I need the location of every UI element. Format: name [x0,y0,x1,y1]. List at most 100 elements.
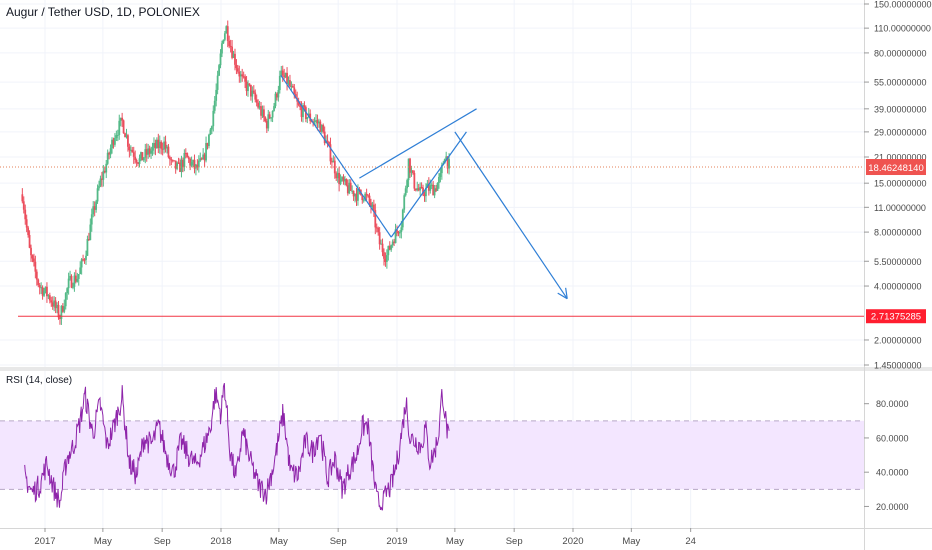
candle-body [206,142,209,147]
candle-body [241,74,244,77]
time-tick-label: May [446,536,464,547]
candle-body [436,182,439,191]
candle-body [37,279,40,286]
price-tick-label: 8.00000000 [874,228,922,238]
candle-body [74,275,77,282]
candle-body [40,287,43,289]
candle-body [35,271,38,280]
candle-body [317,121,320,124]
candle-body [348,182,351,194]
candle-body [208,134,210,147]
candle-body [112,139,115,145]
candle-body [142,157,145,161]
candle-body [115,135,118,138]
candle-body [60,305,63,319]
candle-body [400,227,403,232]
candle-body [182,159,184,168]
candle-body [210,126,213,130]
candle-body [284,72,287,78]
candle-body [128,146,131,151]
candle-body [371,204,374,207]
candle-body [244,76,247,82]
candle-body [160,141,163,149]
candle-body [355,194,358,201]
candle-body [423,194,426,197]
price-tick-label: 1.45000000 [874,361,922,371]
candle-body [260,106,262,116]
candle-body [135,159,138,163]
price-tick-label: 11.00000000 [874,203,926,213]
price-lines [0,166,864,317]
candle-body [80,259,83,268]
candle-body [293,87,296,95]
candle-body [108,152,111,155]
trendline [359,108,477,179]
candle-body [131,149,134,153]
candle-body [440,165,443,174]
candle-body [25,219,28,228]
candle-body [96,188,99,202]
candle-body [273,106,275,111]
rsi-line [24,383,450,511]
candle-body [248,83,251,85]
candle-body [329,144,332,162]
candle-body [258,106,261,108]
candle-body [155,139,158,149]
candle-body [388,245,391,250]
candle-body [61,305,64,312]
candle-body [252,90,255,93]
candle-body [328,141,330,145]
price-tick-label: 5.50000000 [874,257,922,267]
symbol-title: Augur / Tether USD, 1D, POLONIEX [6,5,200,19]
candle-body [380,243,382,245]
candle-body [114,137,116,145]
candle-body [99,178,102,186]
candle-body [102,170,105,180]
candle-body [245,81,248,92]
candle-body [370,202,372,207]
candle-body [319,121,322,132]
candle-body [173,160,176,162]
candle-body [166,146,168,149]
candle-body [38,285,41,288]
candle-body [238,71,241,77]
candle-body [425,187,427,197]
candle-body [92,206,95,215]
time-tick-label: May [94,536,112,547]
candle-body [335,173,338,179]
candle-body [377,227,380,233]
candle-body [300,107,303,118]
candle-body [147,148,150,155]
candle-body [82,259,84,261]
candle-body [124,133,126,138]
candle-body [291,85,294,88]
time-tick-label: 2017 [34,536,55,547]
candle-body [212,110,215,127]
candle-body [95,201,98,210]
candle-body [429,185,432,191]
candle-body [24,209,27,220]
candle-body [336,172,339,179]
candle-body [28,235,31,248]
candle-body [121,117,124,121]
candle-body [122,120,125,134]
price-tick-label: 150.00000000 [874,0,932,10]
candle-body [333,160,336,174]
candle-body [274,93,277,107]
candle-body [167,146,170,158]
candle-body [375,227,378,229]
candle-body [226,26,229,41]
candle-body [420,186,423,188]
candle-body [339,179,342,185]
candle-body [56,304,58,309]
candle-body [239,74,242,77]
candle-body [223,33,226,40]
candle-body [361,194,364,201]
candle-body [416,188,419,191]
candle-body [30,247,32,256]
price-tick-label: 110.00000000 [874,24,931,34]
candle-body [50,300,53,303]
axes[interactable]: 150.00000000 110.00000000 80.00000000 55.00… [34,0,931,547]
candle-body [22,201,25,210]
